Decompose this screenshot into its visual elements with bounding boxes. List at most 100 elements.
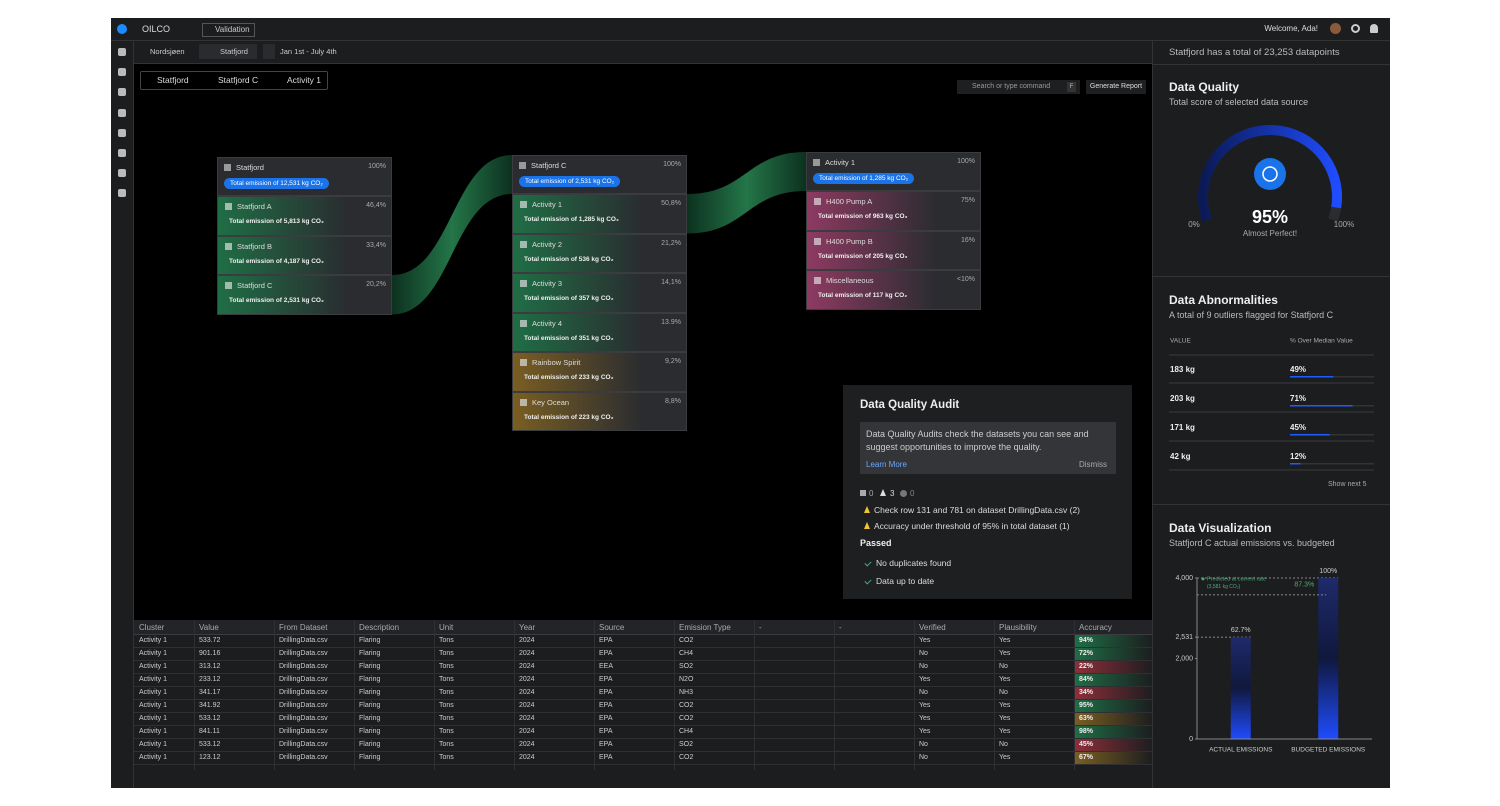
- card-title: Statfjord: [236, 163, 264, 172]
- cell: No: [919, 689, 928, 696]
- cell: Yes: [999, 637, 1011, 644]
- crumb[interactable]: Statfjord: [157, 75, 189, 85]
- column-line: [674, 620, 675, 770]
- divider: [133, 41, 134, 788]
- count: 3: [890, 489, 895, 498]
- y-tick-label: 2,531: [1175, 634, 1193, 641]
- accuracy-cell: [1075, 661, 1153, 673]
- cell: EPA: [599, 650, 613, 657]
- cell: 341.92: [199, 702, 221, 709]
- divider: [1153, 504, 1390, 505]
- nav-icon[interactable]: [118, 149, 126, 157]
- search-box[interactable]: [957, 80, 1080, 94]
- abnormality-percent: 49%: [1290, 365, 1306, 374]
- bar: [1318, 578, 1339, 739]
- learn-more[interactable]: Learn More: [866, 460, 907, 469]
- dismiss[interactable]: Dismiss: [1079, 460, 1107, 469]
- row-line: [134, 712, 1152, 713]
- nav-icon[interactable]: [118, 108, 126, 117]
- filter[interactable]: Jan 1st - July 4th: [280, 47, 337, 56]
- audit-info: Data Quality Audits check the datasets y…: [866, 429, 1089, 452]
- item-icon: [814, 277, 821, 284]
- accuracy: 67%: [1079, 754, 1094, 761]
- divider: [1152, 41, 1153, 788]
- datapoints: Statfjord has a total of 23,253 datapoin…: [1169, 47, 1340, 58]
- row-line: [134, 660, 1152, 661]
- shortcut: F: [1067, 82, 1076, 92]
- cell: Activity 1: [139, 663, 168, 670]
- card-item: [217, 235, 392, 275]
- cell: EPA: [599, 741, 613, 748]
- card-item: [512, 273, 687, 313]
- smiley-face: [1262, 166, 1278, 182]
- crumb[interactable]: Statfjord C: [218, 75, 259, 85]
- cell: Activity 1: [139, 650, 168, 657]
- cell: No: [919, 650, 928, 657]
- gauge-value-label: 95%: [1252, 207, 1288, 227]
- abnormality-value: 42 kg: [1170, 452, 1191, 461]
- card-item: [217, 196, 392, 236]
- card-percent: 100%: [957, 158, 975, 165]
- item-percent: 46,4%: [366, 202, 386, 209]
- cell: Tons: [439, 702, 454, 709]
- accuracy-cell: [1075, 687, 1153, 699]
- y-tick-label: 4,000: [1175, 575, 1193, 582]
- nav-icon[interactable]: [118, 189, 126, 198]
- divider: [111, 40, 1390, 41]
- mode-button[interactable]: Validation: [202, 23, 255, 37]
- cell: Yes: [919, 637, 931, 644]
- accuracy-cell: [1075, 635, 1153, 647]
- settings-icon[interactable]: [1351, 24, 1360, 33]
- accuracy: 72%: [1079, 650, 1094, 657]
- column-line: [514, 620, 515, 770]
- item-total: Total emission of 205 kg CO₂: [818, 252, 908, 260]
- column-line: [914, 620, 915, 770]
- accuracy: 95%: [1079, 702, 1094, 709]
- percent-track: [1290, 463, 1374, 465]
- bell-icon[interactable]: [1370, 24, 1378, 33]
- card-item: [217, 275, 392, 315]
- logo: [117, 24, 127, 34]
- filter[interactable]: Nordsjøen: [150, 47, 185, 56]
- cell: Activity 1: [139, 754, 168, 761]
- cell: N2O: [679, 676, 694, 683]
- item-name: H400 Pump A: [826, 197, 873, 206]
- search-placeholder: Search or type command: [972, 83, 1051, 90]
- cell: CO2: [679, 715, 694, 722]
- item-total: Total emission of 1,285 kg CO₂: [524, 216, 619, 223]
- nav-icon[interactable]: [118, 169, 126, 178]
- item-total: Total emission of 117 kg CO₂: [818, 292, 908, 299]
- cell: Yes: [999, 728, 1011, 735]
- nav-icon[interactable]: [118, 88, 126, 97]
- abnormality-value: 203 kg: [1170, 394, 1195, 403]
- avatar[interactable]: [1330, 23, 1341, 34]
- abnormality-value: 171 kg: [1170, 423, 1195, 432]
- card-item: [512, 233, 687, 273]
- show-more[interactable]: Show next 5: [1328, 481, 1367, 488]
- cell: Flaring: [359, 676, 381, 683]
- row-line: [134, 686, 1152, 687]
- cell: EPA: [599, 637, 613, 644]
- row-line: [134, 647, 1152, 648]
- cell: 313.12: [199, 663, 221, 670]
- nav-icon[interactable]: [118, 48, 126, 56]
- cell: DrillingData.csv: [279, 702, 328, 709]
- card-title: Statfjord C: [531, 161, 567, 170]
- cell: 2024: [519, 754, 535, 761]
- item-percent: 75%: [960, 197, 975, 204]
- nav-icon[interactable]: [118, 128, 126, 137]
- column-header: Emission Type: [679, 623, 731, 632]
- cell: 533.12: [199, 715, 221, 722]
- cell: No: [919, 663, 928, 670]
- cell: DrillingData.csv: [279, 689, 328, 696]
- item-icon: [520, 398, 527, 406]
- row-line: [134, 764, 1152, 765]
- cell: Yes: [919, 676, 931, 683]
- report-button[interactable]: Generate Report: [1086, 80, 1146, 94]
- crumb[interactable]: Activity 1: [287, 75, 322, 85]
- annotation: (3,581 kg CO₂): [1207, 584, 1241, 590]
- nav-icon[interactable]: [118, 68, 126, 77]
- cell: Flaring: [359, 689, 381, 696]
- item-percent: 8,8%: [665, 397, 681, 405]
- filter[interactable]: Statfjord: [220, 47, 248, 56]
